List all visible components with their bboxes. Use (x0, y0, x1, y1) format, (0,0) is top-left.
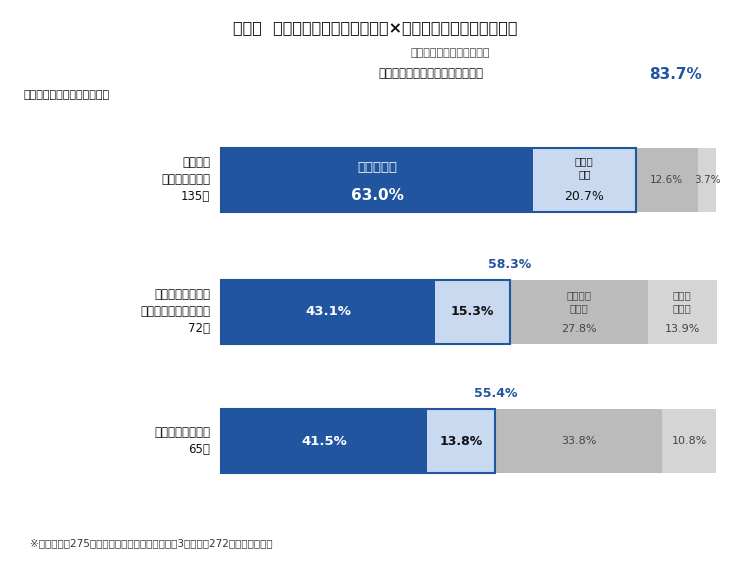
Text: 積極的ではないが
適度に取り組んでいる
72社: 積極的ではないが 適度に取り組んでいる 72社 (140, 288, 210, 336)
Text: 積極的に
取り組んでいる
135社: 積極的に 取り組んでいる 135社 (161, 156, 210, 203)
Bar (427, 409, 495, 473)
Text: 認めている: 認めている (357, 161, 398, 174)
Bar (648, 279, 717, 344)
Text: 図表２  社外への送出：副業・兼業×自律的なキャリア形成支援: 図表２ 社外への送出：副業・兼業×自律的なキャリア形成支援 (232, 20, 518, 35)
Text: 27.8%: 27.8% (561, 324, 597, 334)
Text: 20.7%: 20.7% (565, 190, 604, 203)
Text: 12.6%: 12.6% (650, 175, 683, 185)
Text: ※全回答企業275社のうち、当該質問に未回答の3社を除く272社における比率: ※全回答企業275社のうち、当該質問に未回答の3社を除く272社における比率 (30, 538, 273, 548)
Bar (221, 409, 495, 473)
Text: 41.5%: 41.5% (301, 434, 346, 448)
Bar (221, 147, 635, 212)
Text: 63.0%: 63.0% (351, 188, 404, 203)
Text: 13.9%: 13.9% (664, 324, 700, 334)
Bar (221, 279, 510, 344)
Text: 58.3%: 58.3% (488, 258, 532, 271)
Bar (533, 147, 635, 212)
Text: 33.8%: 33.8% (561, 436, 596, 446)
Bar (698, 147, 716, 212)
Bar (221, 279, 434, 344)
Bar (635, 147, 698, 212)
Bar (510, 279, 648, 344)
Text: 検討して
いない: 検討して いない (567, 291, 592, 313)
Text: 10.8%: 10.8% (671, 436, 706, 446)
Bar (662, 409, 716, 473)
Text: 認める
予定: 認める 予定 (575, 156, 594, 179)
Text: 43.1%: 43.1% (305, 305, 351, 319)
Text: 取り組んでいない
65社: 取り組んでいない 65社 (154, 426, 210, 456)
Text: 13.8%: 13.8% (440, 434, 482, 448)
Text: 15.3%: 15.3% (451, 305, 494, 319)
Text: 認めて
いない: 認めて いない (673, 291, 692, 313)
Text: 55.4%: 55.4% (474, 387, 518, 400)
Text: （自律的なキャリア形成に）: （自律的なキャリア形成に） (24, 90, 110, 100)
Text: 3.7%: 3.7% (694, 175, 720, 185)
Bar (495, 409, 662, 473)
Text: 「認めている」＋「認める予定」: 「認めている」＋「認める予定」 (379, 67, 484, 80)
Bar (221, 147, 533, 212)
Bar (434, 279, 510, 344)
Bar (221, 409, 427, 473)
Text: 83.7%: 83.7% (649, 67, 701, 83)
Text: （社外での副業・兼業を）: （社外での副業・兼業を） (410, 48, 490, 58)
